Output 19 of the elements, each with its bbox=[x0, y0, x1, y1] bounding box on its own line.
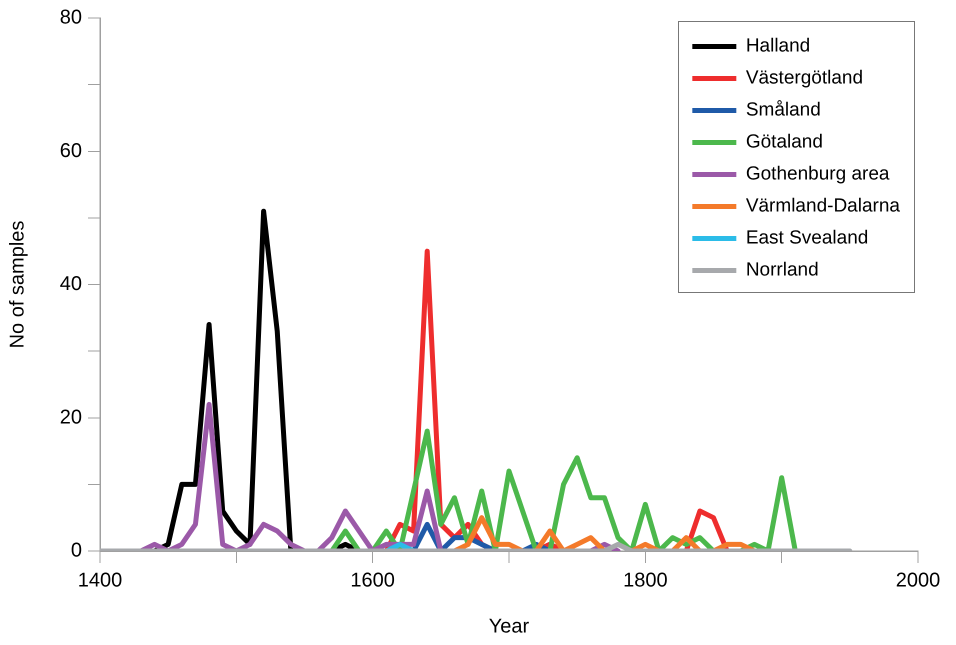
x-tick-label: 1600 bbox=[350, 570, 395, 592]
y-tick-label: 0 bbox=[70, 540, 82, 562]
y-tick-label: 80 bbox=[60, 6, 82, 29]
x-tick-label: 1400 bbox=[78, 570, 122, 592]
y-axis-title: No of samples bbox=[6, 220, 29, 348]
y-tick-label: 20 bbox=[60, 406, 82, 428]
x-axis-title: Year bbox=[488, 616, 530, 638]
x-tick-label: 2000 bbox=[896, 570, 940, 592]
legend-label: Värmland-Dalarna bbox=[746, 196, 900, 217]
x-tick-label: 1800 bbox=[623, 570, 668, 592]
legend-label: Västergötland bbox=[746, 68, 864, 89]
y-tick-label: 60 bbox=[60, 140, 82, 162]
legend-label: Norrland bbox=[746, 260, 819, 281]
legend-label: East Svealand bbox=[746, 228, 868, 249]
legend-label: Småland bbox=[746, 100, 821, 121]
legend-label: Götaland bbox=[746, 132, 823, 153]
legend-label: Halland bbox=[746, 36, 810, 57]
y-tick-label: 40 bbox=[60, 273, 82, 296]
legend-label: Gothenburg area bbox=[746, 164, 890, 185]
